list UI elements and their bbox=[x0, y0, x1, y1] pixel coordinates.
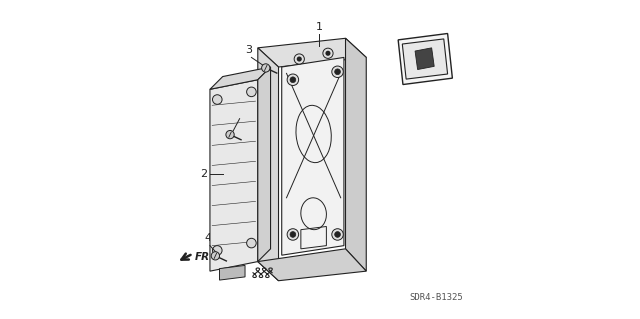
Circle shape bbox=[212, 95, 222, 104]
Circle shape bbox=[290, 77, 296, 83]
Circle shape bbox=[335, 232, 340, 237]
Circle shape bbox=[332, 66, 343, 78]
Circle shape bbox=[290, 232, 296, 237]
Circle shape bbox=[226, 130, 234, 139]
Polygon shape bbox=[258, 38, 366, 67]
Circle shape bbox=[325, 51, 330, 56]
Polygon shape bbox=[210, 80, 258, 271]
Polygon shape bbox=[415, 48, 434, 70]
Text: SDR4-B1325: SDR4-B1325 bbox=[410, 293, 463, 302]
Polygon shape bbox=[210, 67, 271, 89]
Text: 3: 3 bbox=[246, 45, 253, 55]
Polygon shape bbox=[346, 38, 366, 271]
Text: 4: 4 bbox=[236, 107, 243, 116]
Circle shape bbox=[211, 252, 220, 260]
Circle shape bbox=[332, 229, 343, 240]
Text: 1: 1 bbox=[316, 22, 323, 32]
Circle shape bbox=[294, 54, 305, 64]
Polygon shape bbox=[258, 249, 366, 281]
Circle shape bbox=[246, 87, 256, 97]
Circle shape bbox=[246, 238, 256, 248]
Polygon shape bbox=[258, 67, 271, 262]
Polygon shape bbox=[220, 265, 245, 280]
Circle shape bbox=[297, 56, 302, 62]
Circle shape bbox=[335, 69, 340, 75]
Circle shape bbox=[287, 229, 299, 240]
Text: 2: 2 bbox=[200, 169, 208, 179]
Text: 4: 4 bbox=[204, 234, 211, 243]
Circle shape bbox=[323, 48, 333, 58]
Circle shape bbox=[262, 64, 270, 72]
Text: FR.: FR. bbox=[195, 252, 214, 263]
Circle shape bbox=[287, 74, 299, 85]
Polygon shape bbox=[282, 57, 344, 255]
Polygon shape bbox=[398, 33, 452, 85]
Circle shape bbox=[212, 246, 222, 255]
Polygon shape bbox=[403, 39, 447, 79]
Polygon shape bbox=[258, 48, 278, 281]
